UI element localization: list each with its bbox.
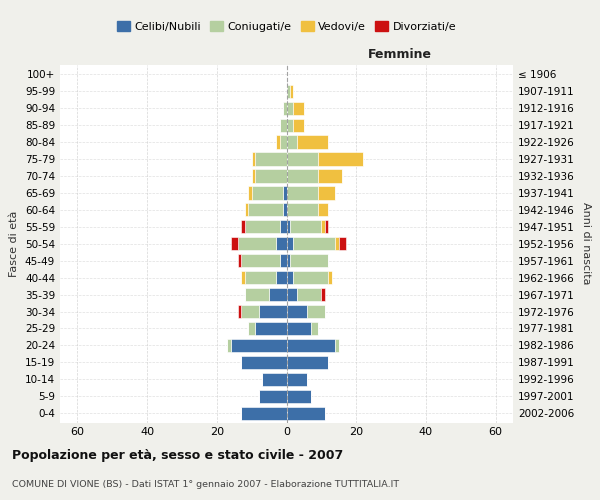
Bar [248, 204, 283, 216]
Bar [245, 271, 276, 284]
Bar [293, 271, 328, 284]
Bar [238, 254, 241, 268]
Bar [287, 102, 293, 115]
Bar [290, 220, 322, 234]
Bar [290, 84, 293, 98]
Bar [251, 170, 255, 182]
Bar [290, 254, 328, 268]
Bar [287, 372, 307, 386]
Bar [307, 305, 325, 318]
Bar [318, 152, 363, 166]
Bar [287, 186, 318, 200]
Bar [280, 118, 287, 132]
Bar [245, 288, 269, 301]
Bar [335, 237, 339, 250]
Bar [287, 136, 297, 148]
Bar [241, 271, 245, 284]
Bar [287, 271, 293, 284]
Bar [280, 136, 287, 148]
Legend: Celibi/Nubili, Coniugati/e, Vedovi/e, Divorziati/e: Celibi/Nubili, Coniugati/e, Vedovi/e, Di… [112, 17, 461, 36]
Bar [241, 220, 245, 234]
Bar [287, 170, 318, 182]
Bar [287, 288, 297, 301]
Bar [287, 356, 328, 369]
Bar [245, 204, 248, 216]
Bar [241, 406, 287, 420]
Bar [227, 339, 231, 352]
Y-axis label: Fasce di età: Fasce di età [10, 210, 19, 277]
Bar [293, 237, 335, 250]
Bar [259, 305, 287, 318]
Bar [287, 339, 335, 352]
Bar [283, 102, 287, 115]
Bar [287, 84, 290, 98]
Bar [293, 102, 304, 115]
Bar [276, 271, 287, 284]
Bar [287, 152, 318, 166]
Bar [283, 186, 287, 200]
Bar [255, 152, 287, 166]
Bar [328, 271, 332, 284]
Bar [262, 372, 287, 386]
Bar [241, 305, 259, 318]
Bar [287, 322, 311, 335]
Bar [318, 186, 335, 200]
Bar [255, 170, 287, 182]
Bar [287, 390, 311, 403]
Bar [287, 406, 325, 420]
Bar [318, 204, 328, 216]
Bar [231, 237, 238, 250]
Bar [255, 322, 287, 335]
Bar [269, 288, 287, 301]
Bar [251, 186, 283, 200]
Text: Femmine: Femmine [368, 48, 432, 62]
Bar [283, 204, 287, 216]
Bar [297, 136, 328, 148]
Bar [251, 152, 255, 166]
Bar [287, 305, 307, 318]
Bar [287, 237, 293, 250]
Bar [322, 288, 325, 301]
Bar [238, 305, 241, 318]
Text: COMUNE DI VIONE (BS) - Dati ISTAT 1° gennaio 2007 - Elaborazione TUTTITALIA.IT: COMUNE DI VIONE (BS) - Dati ISTAT 1° gen… [12, 480, 399, 489]
Bar [241, 254, 280, 268]
Bar [297, 288, 322, 301]
Bar [280, 220, 287, 234]
Bar [238, 237, 276, 250]
Bar [325, 220, 328, 234]
Bar [322, 220, 325, 234]
Bar [248, 322, 255, 335]
Bar [311, 322, 318, 335]
Bar [276, 136, 280, 148]
Bar [241, 356, 287, 369]
Bar [287, 204, 318, 216]
Y-axis label: Anni di nascita: Anni di nascita [581, 202, 591, 285]
Bar [280, 254, 287, 268]
Bar [335, 339, 339, 352]
Bar [248, 186, 251, 200]
Bar [318, 170, 342, 182]
Bar [245, 220, 280, 234]
Bar [287, 118, 293, 132]
Bar [287, 254, 290, 268]
Bar [287, 220, 290, 234]
Bar [293, 118, 304, 132]
Text: Popolazione per età, sesso e stato civile - 2007: Popolazione per età, sesso e stato civil… [12, 450, 343, 462]
Bar [259, 390, 287, 403]
Bar [276, 237, 287, 250]
Bar [339, 237, 346, 250]
Bar [231, 339, 287, 352]
